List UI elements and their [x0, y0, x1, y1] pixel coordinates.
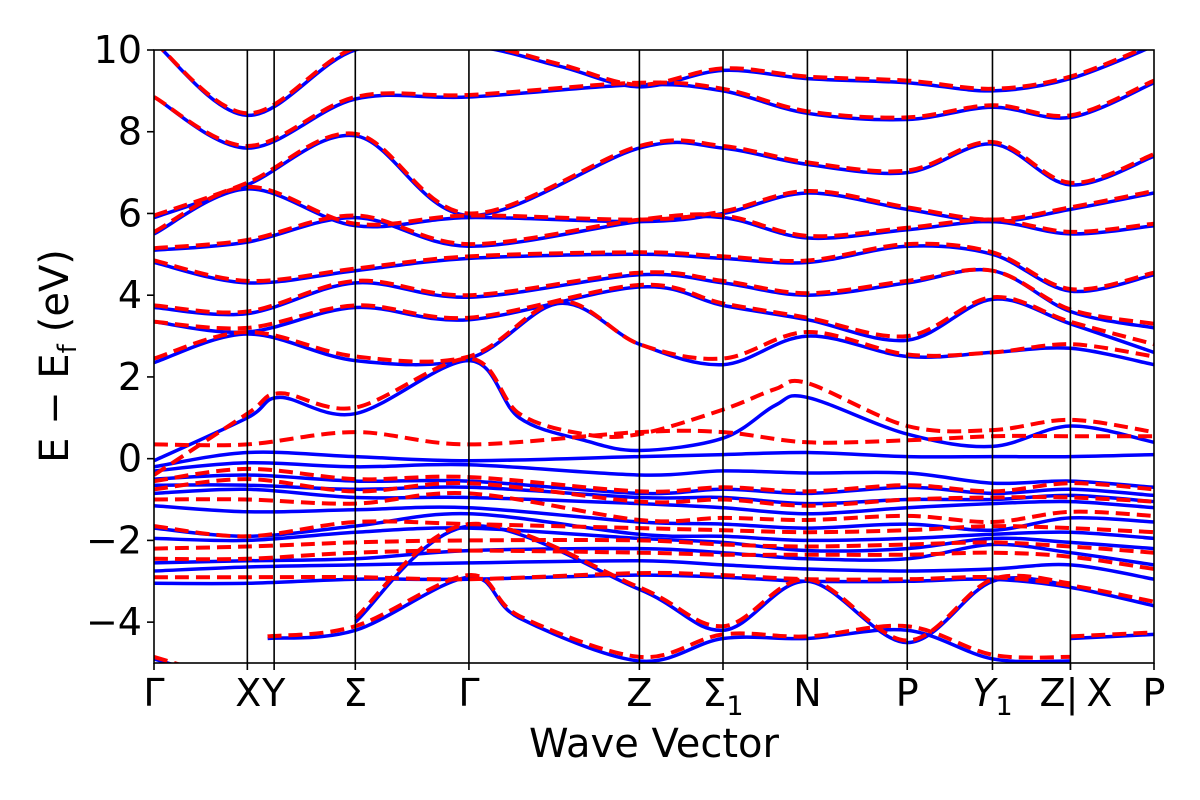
x-tick-label-3: Σ	[343, 671, 367, 715]
x-tick-label-main-6: Σ	[702, 671, 726, 715]
dashed-band-16	[154, 78, 1154, 148]
y-axis-title: E − Ef (eV)	[32, 249, 83, 463]
x-tick-label-main-10: Z|	[1040, 671, 1079, 716]
x-tick-label-10: Z|	[1040, 671, 1079, 716]
x-tick-label-0: Γ	[143, 671, 164, 715]
x-tick-label-main-1: X	[235, 671, 261, 715]
dashed-band-1	[154, 548, 1154, 571]
dashed-band-10	[154, 282, 1154, 347]
x-tick-label-7: N	[793, 671, 821, 715]
y-axis-title-sub: f	[53, 343, 83, 353]
kpoint-lines	[246, 50, 1072, 663]
x-tick-label-9: Y1	[972, 671, 1012, 722]
dashed-band-6	[154, 466, 1154, 494]
y-tick-label-0: −4	[86, 600, 142, 644]
x-tick-label-11: X	[1086, 671, 1112, 715]
x-tick-label-4: Γ	[458, 671, 479, 715]
x-tick-label-2: Y	[261, 671, 286, 715]
y-tick-label-1: −2	[86, 518, 142, 562]
dashed-band-19	[267, 573, 1071, 660]
dashed-band-14	[154, 184, 1154, 234]
solid-band-4	[154, 511, 1154, 543]
dashed-band-5	[154, 477, 1154, 508]
x-tick-label-sub-9: 1	[995, 691, 1012, 722]
x-tick-label-main-12: P	[1143, 671, 1166, 715]
x-tick-label-main-8: P	[896, 671, 919, 715]
solid-band-6	[154, 487, 1154, 516]
solid-band-10	[154, 450, 1154, 469]
x-tick-label-8: P	[896, 671, 919, 715]
dashed-band-3	[154, 519, 1154, 539]
dashed-band-20	[1070, 630, 1154, 639]
solid-band-9	[154, 460, 1154, 490]
x-axis-title: Wave Vector	[529, 721, 780, 767]
plot-area	[154, 50, 1154, 663]
y-tick-label-2: 0	[118, 437, 142, 481]
y-tick-label-4: 4	[118, 273, 142, 317]
y-tick-label-6: 8	[118, 110, 142, 154]
x-tick-label-6: Σ1	[702, 671, 743, 722]
solid-band-23	[1070, 632, 1154, 641]
dashed-band-11	[154, 267, 1154, 326]
y-tick-label-5: 6	[118, 191, 142, 235]
solid-band-22	[267, 575, 1071, 663]
bands-layer	[154, 50, 1154, 663]
x-tick-label-main-3: Σ	[343, 671, 367, 715]
plot-frame	[153, 49, 1155, 664]
x-tick-label-sub-6: 1	[726, 691, 743, 722]
x-tick-label-5: Z	[626, 671, 652, 715]
x-tick-label-main-4: Γ	[458, 671, 479, 715]
solid-band-3	[154, 526, 1154, 553]
dashed-band-7	[154, 428, 1154, 448]
x-axis-ticks: Γ X Y Σ Γ Z Σ1 N P Y1 Z| X P	[143, 663, 1165, 722]
y-tick-label-7: 10	[94, 28, 142, 72]
dashed-band-2	[154, 538, 1154, 555]
x-tick-label-main-7: N	[793, 671, 821, 715]
y-axis-title-main: E − E	[32, 353, 78, 463]
dashed-band-4	[154, 491, 1154, 525]
dashed-band-18	[154, 654, 182, 663]
y-tick-label-3: 2	[118, 355, 142, 399]
solid-band-5	[154, 503, 1154, 533]
dashed-band-12	[154, 241, 1154, 292]
solid-band-1	[154, 559, 1154, 581]
dashed-band-13	[154, 212, 1154, 251]
solid-band-18	[154, 133, 1154, 220]
x-tick-label-main-11: X	[1086, 671, 1112, 715]
x-tick-label-main-2: Y	[261, 671, 286, 715]
x-tick-label-main-0: Γ	[143, 671, 164, 715]
y-axis-ticks: −4 −2 0 2 4 6 8 10	[86, 28, 154, 644]
x-tick-label-main-5: Z	[626, 671, 652, 715]
x-tick-label-main-9: Y	[972, 671, 998, 715]
x-tick-label-1: X	[235, 671, 261, 715]
x-tick-label-12: P	[1143, 671, 1166, 715]
y-axis-title-unit: (eV)	[32, 249, 78, 332]
